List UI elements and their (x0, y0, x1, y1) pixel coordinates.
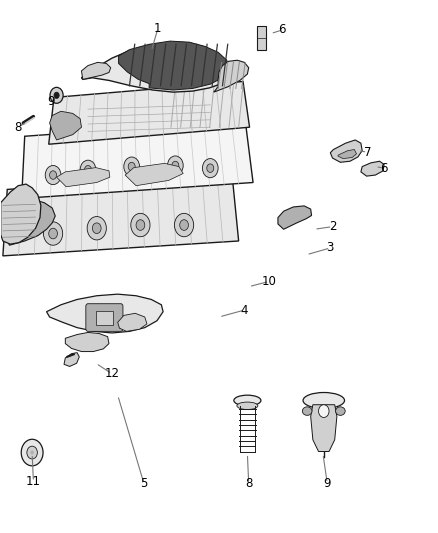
Circle shape (85, 165, 92, 174)
Circle shape (49, 228, 57, 239)
Polygon shape (49, 111, 81, 140)
Circle shape (43, 222, 63, 245)
Polygon shape (118, 313, 147, 332)
Text: 8: 8 (245, 477, 252, 490)
Circle shape (318, 405, 329, 417)
Text: 9: 9 (324, 477, 331, 490)
Polygon shape (3, 175, 239, 256)
Text: 8: 8 (14, 120, 22, 134)
Polygon shape (64, 353, 79, 367)
Text: 12: 12 (105, 367, 120, 381)
Text: 9: 9 (47, 95, 55, 108)
Circle shape (50, 87, 63, 103)
Polygon shape (3, 200, 55, 245)
Polygon shape (338, 150, 357, 159)
Polygon shape (57, 167, 110, 187)
Ellipse shape (302, 407, 312, 415)
Polygon shape (119, 41, 229, 90)
Circle shape (172, 161, 179, 169)
Circle shape (45, 165, 61, 184)
Bar (96, 311, 113, 325)
Circle shape (92, 223, 101, 233)
Circle shape (54, 92, 59, 99)
Circle shape (180, 220, 188, 230)
Polygon shape (81, 62, 111, 79)
Text: 10: 10 (262, 275, 277, 288)
Ellipse shape (303, 392, 345, 408)
Circle shape (167, 156, 183, 175)
Circle shape (128, 163, 135, 171)
Circle shape (202, 159, 218, 177)
Polygon shape (125, 164, 183, 185)
Circle shape (27, 446, 37, 459)
Circle shape (207, 164, 214, 172)
Circle shape (174, 213, 194, 237)
Text: 3: 3 (327, 241, 334, 254)
Circle shape (30, 450, 34, 455)
FancyBboxPatch shape (86, 304, 123, 332)
Polygon shape (81, 42, 231, 92)
Text: 1: 1 (154, 22, 162, 35)
Circle shape (21, 439, 43, 466)
Polygon shape (330, 140, 362, 163)
Ellipse shape (336, 407, 345, 415)
Polygon shape (278, 206, 311, 229)
Polygon shape (46, 294, 163, 333)
Text: 6: 6 (279, 23, 286, 36)
Circle shape (87, 216, 106, 240)
Text: 4: 4 (240, 304, 248, 317)
Circle shape (136, 220, 145, 230)
Text: 7: 7 (364, 146, 371, 159)
Polygon shape (311, 405, 337, 451)
Polygon shape (65, 333, 109, 352)
Circle shape (124, 157, 140, 176)
Text: 5: 5 (140, 477, 148, 490)
Circle shape (80, 160, 96, 179)
Ellipse shape (234, 395, 261, 406)
Polygon shape (361, 161, 384, 176)
Ellipse shape (237, 402, 258, 409)
Circle shape (49, 171, 57, 179)
Polygon shape (1, 184, 41, 244)
Circle shape (131, 213, 150, 237)
Polygon shape (49, 82, 250, 144)
Text: 6: 6 (380, 161, 388, 175)
Text: 2: 2 (329, 220, 336, 233)
Polygon shape (21, 120, 253, 198)
Text: 11: 11 (26, 475, 41, 488)
Polygon shape (214, 60, 249, 92)
Bar (258, 26, 266, 50)
